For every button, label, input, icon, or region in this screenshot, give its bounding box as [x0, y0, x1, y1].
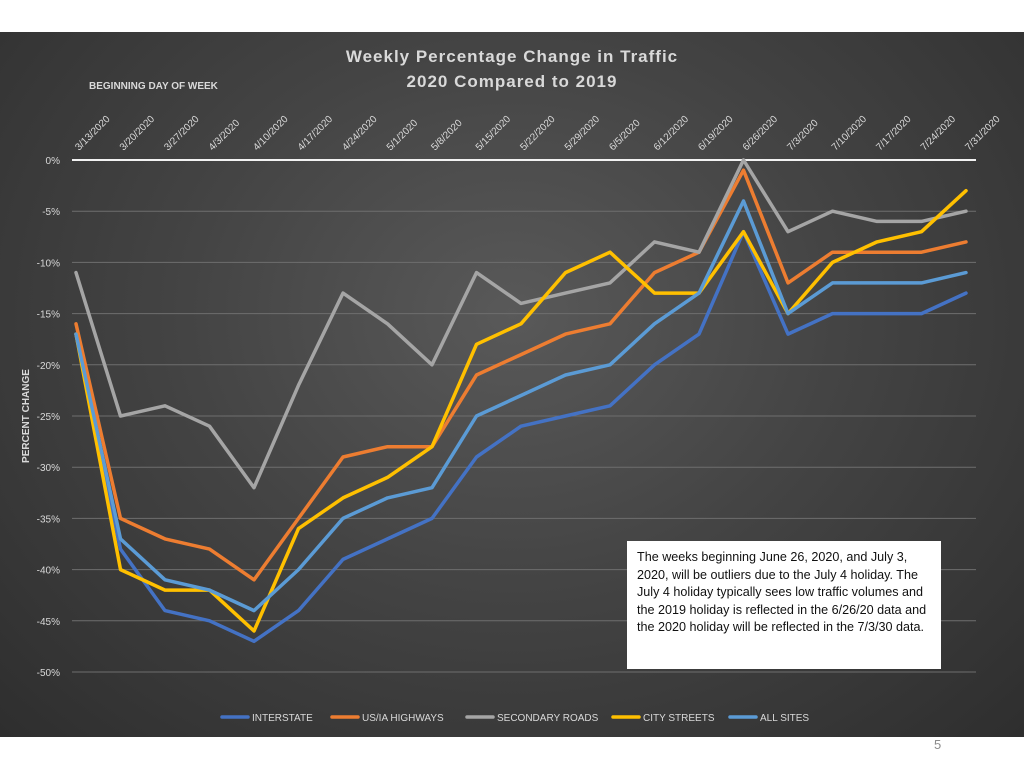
y-tick-label: -15% — [37, 310, 60, 321]
x-tick-label: 7/24/2020 — [919, 114, 959, 154]
legend-label-all-sites: ALL SITES — [760, 713, 809, 724]
x-tick-label: 5/1/2020 — [385, 118, 421, 154]
series-line-interstate — [74, 229, 968, 644]
x-tick-label: 6/26/2020 — [741, 114, 781, 154]
x-tick-label: 4/10/2020 — [251, 114, 291, 154]
x-tick-label: 5/15/2020 — [474, 114, 514, 154]
legend-label-us-ia-highways: US/IA HIGHWAYS — [362, 713, 444, 724]
legend-label-interstate: INTERSTATE — [252, 713, 313, 724]
y-axis-label: PERCENT CHANGE — [21, 369, 32, 463]
legend-label-city-streets: CITY STREETS — [643, 713, 715, 724]
chart-subtitle: 2020 Compared to 2019 — [407, 72, 618, 91]
x-tick-label: 4/17/2020 — [296, 114, 336, 154]
y-tick-label: -5% — [42, 207, 60, 218]
page-number: 5 — [934, 737, 942, 752]
x-tick-label: 6/5/2020 — [607, 118, 643, 154]
y-tick-label: 0% — [46, 156, 61, 167]
legend-label-secondary-roads: SECONDARY ROADS — [497, 713, 599, 724]
chart-title: Weekly Percentage Change in Traffic — [346, 47, 678, 66]
y-tick-label: -40% — [37, 566, 60, 577]
x-tick-label: 3/13/2020 — [73, 114, 113, 154]
series-line-us-ia-highways — [74, 168, 968, 582]
x-tick-label: 7/17/2020 — [874, 114, 914, 154]
y-tick-label: -45% — [37, 617, 60, 628]
annotation-box: The weeks beginning June 26, 2020, and J… — [627, 541, 941, 669]
y-tick-label: -20% — [37, 361, 60, 372]
x-tick-label: 5/22/2020 — [518, 114, 558, 154]
x-tick-label: 6/19/2020 — [696, 114, 736, 154]
x-tick-label: 6/12/2020 — [652, 114, 692, 154]
annotation-text: The weeks beginning June 26, 2020, and J… — [637, 550, 927, 635]
x-tick-label: 7/10/2020 — [830, 114, 870, 154]
x-tick-label: 4/3/2020 — [207, 118, 243, 154]
y-tick-label: -50% — [37, 668, 60, 679]
x-axis-label: BEGINNING DAY OF WEEK — [89, 81, 219, 92]
x-tick-label: 3/27/2020 — [162, 114, 202, 154]
x-tick-label: 3/20/2020 — [118, 114, 158, 154]
x-tick-label: 7/31/2020 — [963, 114, 1003, 154]
y-tick-label: -35% — [37, 514, 60, 525]
x-tick-label: 5/8/2020 — [429, 118, 465, 154]
x-tick-label: 7/3/2020 — [785, 118, 821, 154]
y-axis-ticks: 0% -5% -10% -15% -20% -25% -30% -35% -40% -45% -50… — [37, 156, 60, 679]
y-tick-label: -25% — [37, 412, 60, 423]
chart-panel: Weekly Percentage Change in Traffic 2020… — [0, 32, 1024, 737]
x-tick-label: 5/29/2020 — [563, 114, 603, 154]
series-line-city-streets — [74, 188, 968, 633]
x-axis-ticks: 3/13/2020 3/20/2020 3/27/2020 4/3/2020 4/10/… — [73, 114, 1003, 154]
series-line-all-sites — [74, 199, 968, 613]
y-tick-label: -30% — [37, 463, 60, 474]
legend: INTERSTATE US/IA HIGHWAYS SECONDARY ROADS C… — [220, 713, 809, 724]
x-tick-label: 4/24/2020 — [340, 114, 380, 154]
y-tick-label: -10% — [37, 258, 60, 269]
series-lines — [74, 158, 968, 644]
series-line-secondary-roads — [74, 158, 968, 490]
